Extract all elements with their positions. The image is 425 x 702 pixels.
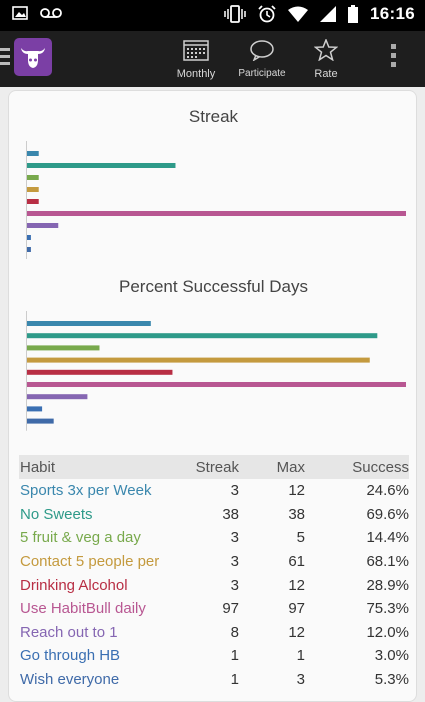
bar-use-habitbull-daily bbox=[27, 382, 406, 387]
star-icon bbox=[313, 37, 339, 62]
streak-chart-title: Streak bbox=[188, 107, 239, 126]
bar-reach-out-to-1 bbox=[27, 394, 88, 400]
rate-button[interactable]: Rate bbox=[308, 37, 344, 80]
header-success: Success bbox=[305, 455, 409, 479]
streak-value: 1 bbox=[230, 671, 239, 689]
max-value: 61 bbox=[288, 553, 305, 571]
bar-no-sweets bbox=[27, 163, 176, 168]
habit-name[interactable]: Reach out to 1 bbox=[20, 623, 118, 641]
bar-drinking-alcohol bbox=[27, 369, 173, 375]
app-bar: Monthly Participate Rate bbox=[0, 31, 425, 87]
clock-time: 16:16 bbox=[370, 4, 415, 23]
max-value: 97 bbox=[288, 600, 305, 618]
drawer-indicator-icon[interactable] bbox=[0, 48, 10, 69]
cell-signal-icon bbox=[320, 6, 337, 22]
bar-sports-3x-per-week bbox=[27, 321, 151, 326]
table-row[interactable]: 5 fruit & veg a day 3 5 14.4% bbox=[19, 526, 409, 550]
bar-reach-out-to-1 bbox=[27, 223, 59, 228]
max-value: 12 bbox=[288, 482, 305, 500]
chat-bubble-icon bbox=[250, 40, 274, 62]
percent-chart-title: Percent Successful Days bbox=[119, 277, 308, 296]
overflow-menu-icon[interactable] bbox=[391, 44, 397, 71]
table-row[interactable]: Sports 3x per Week 3 12 24.6% bbox=[19, 479, 409, 503]
monthly-button[interactable]: Monthly bbox=[172, 39, 220, 80]
success-value: 24.6% bbox=[366, 482, 409, 500]
table-header-row: Habit Streak Max Success bbox=[19, 455, 409, 479]
bar-go-through-hb bbox=[27, 406, 43, 412]
table-row[interactable]: Reach out to 1 8 12 12.0% bbox=[19, 621, 409, 645]
max-value: 1 bbox=[296, 647, 305, 665]
vibrate-icon bbox=[224, 5, 246, 23]
table-row[interactable]: No Sweets 38 38 69.6% bbox=[19, 503, 409, 527]
success-value: 3.0% bbox=[374, 647, 409, 665]
habit-name[interactable]: No Sweets bbox=[20, 505, 93, 523]
streak-value: 3 bbox=[230, 529, 239, 547]
header-streak: Streak bbox=[179, 455, 239, 479]
success-value: 14.4% bbox=[366, 529, 409, 547]
header-habit: Habit bbox=[19, 455, 179, 479]
bar-drinking-alcohol bbox=[27, 199, 39, 204]
streak-value: 3 bbox=[230, 576, 239, 594]
wifi-icon bbox=[288, 6, 309, 22]
table-row[interactable]: Drinking Alcohol 3 12 28.9% bbox=[19, 573, 409, 597]
table-row[interactable]: Use HabitBull daily 97 97 75.3% bbox=[19, 597, 409, 621]
success-value: 12.0% bbox=[366, 623, 409, 641]
streak-value: 8 bbox=[230, 623, 239, 641]
streak-value: 1 bbox=[230, 647, 239, 665]
streak-chart bbox=[26, 141, 406, 259]
habit-name[interactable]: Go through HB bbox=[20, 647, 121, 665]
habit-name[interactable]: Use HabitBull daily bbox=[20, 600, 146, 618]
habit-name[interactable]: Wish everyone bbox=[20, 671, 120, 689]
streak-value: 3 bbox=[230, 553, 239, 571]
participate-button[interactable]: Participate bbox=[236, 39, 288, 79]
percent-successful-chart bbox=[26, 311, 406, 431]
bar-wish-everyone bbox=[27, 418, 54, 424]
habit-name[interactable]: Drinking Alcohol bbox=[20, 576, 128, 594]
max-value: 38 bbox=[288, 505, 305, 523]
battery-icon bbox=[348, 5, 359, 23]
bar-use-habitbull-daily bbox=[27, 211, 406, 216]
monthly-label: Monthly bbox=[176, 68, 216, 80]
app-logo-bull-icon[interactable] bbox=[14, 38, 52, 76]
success-value: 5.3% bbox=[374, 671, 409, 689]
habit-name[interactable]: Sports 3x per Week bbox=[20, 482, 152, 500]
success-value: 75.3% bbox=[366, 600, 409, 618]
streak-value: 3 bbox=[230, 482, 239, 500]
image-notification-icon bbox=[12, 6, 28, 20]
bar-contact-5-people-per bbox=[27, 187, 39, 192]
habit-name[interactable]: Contact 5 people per bbox=[20, 553, 160, 571]
participate-label: Participate bbox=[238, 68, 286, 79]
calendar-icon bbox=[183, 40, 209, 61]
table-row[interactable]: Go through HB 1 1 3.0% bbox=[19, 644, 409, 668]
bar-sports-3x-per-week bbox=[27, 151, 39, 156]
status-bar: 16:16 bbox=[0, 0, 425, 31]
rate-label: Rate bbox=[314, 68, 338, 80]
max-value: 3 bbox=[296, 671, 305, 689]
stats-card: Streak Percent Successful Days Habit Str… bbox=[8, 90, 417, 702]
max-value: 5 bbox=[296, 529, 305, 547]
streak-value: 97 bbox=[222, 600, 239, 618]
success-value: 69.6% bbox=[366, 505, 409, 523]
table-row[interactable]: Wish everyone 1 3 5.3% bbox=[19, 668, 409, 692]
table-row[interactable]: Contact 5 people per 3 61 68.1% bbox=[19, 550, 409, 574]
success-value: 28.9% bbox=[366, 576, 409, 594]
success-value: 68.1% bbox=[366, 553, 409, 571]
alarm-icon bbox=[258, 5, 276, 23]
bar-5-fruit-veg-a-day bbox=[27, 175, 39, 180]
habit-name[interactable]: 5 fruit & veg a day bbox=[20, 529, 141, 547]
max-value: 12 bbox=[288, 576, 305, 594]
max-value: 12 bbox=[288, 623, 305, 641]
bar-5-fruit-veg-a-day bbox=[27, 345, 100, 351]
bar-contact-5-people-per bbox=[27, 357, 370, 363]
bar-go-through-hb bbox=[27, 235, 31, 240]
header-max: Max bbox=[239, 455, 305, 479]
habit-stats-table: Habit Streak Max Success Sports 3x per W… bbox=[19, 455, 409, 691]
bar-wish-everyone bbox=[27, 247, 31, 252]
bar-no-sweets bbox=[27, 333, 378, 339]
voicemail-icon bbox=[40, 8, 62, 18]
streak-value: 38 bbox=[222, 505, 239, 523]
